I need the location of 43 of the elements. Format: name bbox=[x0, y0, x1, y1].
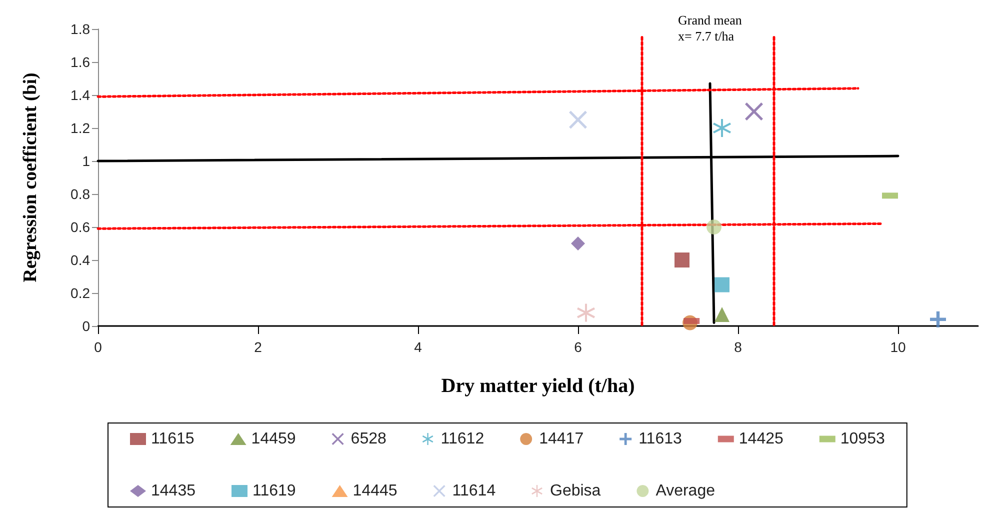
point bbox=[745, 102, 763, 120]
legend-label: Gebisa bbox=[550, 482, 601, 500]
x-tick-label: 0 bbox=[94, 339, 102, 355]
y-tick-label: 1.2 bbox=[70, 120, 90, 136]
legend-label: 14445 bbox=[352, 482, 398, 500]
point bbox=[577, 304, 595, 322]
legend-label: 11614 bbox=[452, 482, 496, 500]
point bbox=[571, 236, 585, 250]
annotation: Grand mean x= 7.7 t/ha bbox=[678, 12, 742, 44]
legend-label: 11619 bbox=[252, 482, 296, 500]
y-tick-label: 0.2 bbox=[70, 285, 90, 301]
point bbox=[930, 311, 946, 328]
y-tick-label: 0.4 bbox=[70, 252, 90, 268]
legend-label: Average bbox=[656, 482, 716, 500]
y-tick-label: 1.8 bbox=[70, 21, 90, 37]
x-axis-title: Dry matter yield (t/ha) bbox=[441, 375, 635, 397]
legend-label: 11615 bbox=[151, 430, 194, 448]
point bbox=[713, 119, 731, 137]
x-tick-label: 10 bbox=[890, 339, 906, 355]
y-tick-label: 0.8 bbox=[70, 186, 90, 202]
y-tick-label: 1.6 bbox=[70, 54, 90, 70]
y-tick-label: 0.6 bbox=[70, 219, 90, 235]
legend-label: 14425 bbox=[738, 430, 784, 448]
x-tick-label: 6 bbox=[574, 339, 582, 355]
legend-label: 14459 bbox=[251, 430, 296, 448]
x-tick-label: 8 bbox=[734, 339, 742, 355]
x-tick-label: 2 bbox=[254, 339, 262, 355]
legend-label: 14417 bbox=[539, 430, 584, 448]
y-axis-title: Regression coefficient (bi) bbox=[20, 72, 41, 282]
legend-label: 10953 bbox=[840, 430, 885, 448]
x-tick-label: 4 bbox=[414, 339, 422, 355]
legend-label: 6528 bbox=[350, 430, 386, 448]
y-tick-label: 0 bbox=[82, 318, 90, 334]
point bbox=[569, 110, 587, 129]
point bbox=[714, 306, 730, 322]
legend-label: 14435 bbox=[151, 482, 196, 500]
point bbox=[706, 220, 722, 234]
point bbox=[714, 277, 730, 292]
legend-label: 11613 bbox=[638, 430, 682, 448]
legend-label: 11612 bbox=[440, 430, 484, 448]
point bbox=[674, 252, 690, 268]
y-tick-label: 1.4 bbox=[70, 87, 90, 103]
y-tick-label: 1 bbox=[82, 153, 90, 169]
